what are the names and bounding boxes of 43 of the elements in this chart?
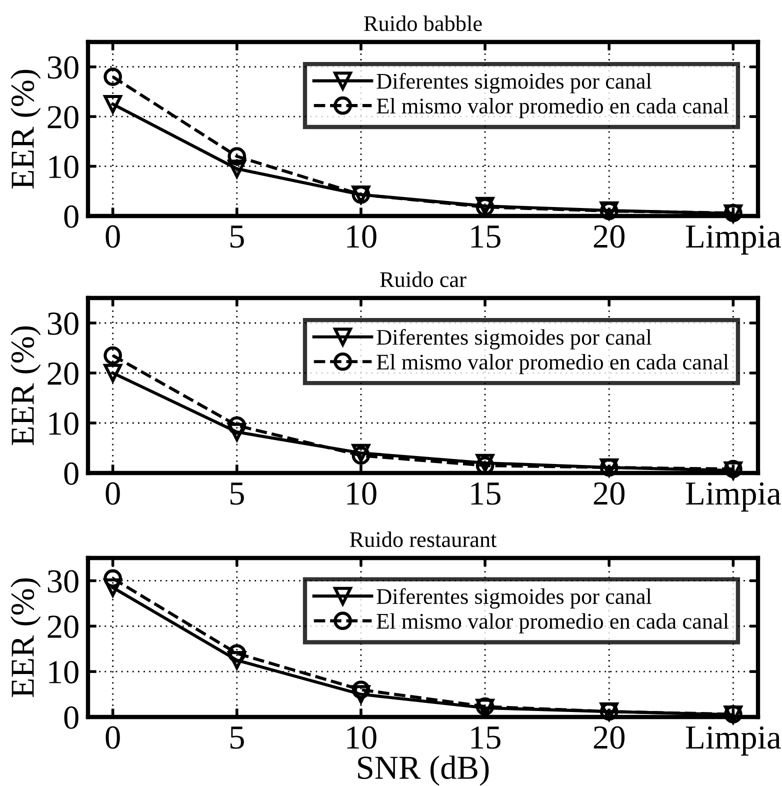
x-tick-label: 0 xyxy=(106,726,120,749)
x-tick-label: Limpia xyxy=(686,482,781,512)
chart-title: Ruido restaurant xyxy=(350,531,497,548)
legend-label: Diferentes sigmoides por canal xyxy=(376,72,652,94)
y-tick-label: 10 xyxy=(49,156,78,178)
y-tick-label: 0 xyxy=(64,205,78,228)
y-tick-label: 20 xyxy=(48,616,78,638)
x-tick-label: 0 xyxy=(106,482,120,505)
legend-label: Diferentes sigmoides por canal xyxy=(376,588,652,609)
x-tick-label: 5 xyxy=(230,482,244,505)
x-tick-label: 10 xyxy=(347,225,376,248)
x-tick-label: Limpia xyxy=(686,225,781,255)
y-tick-label: 10 xyxy=(49,412,78,435)
x-tick-label: 10 xyxy=(347,726,376,749)
x-tick-label: 15 xyxy=(471,225,500,248)
chart-title: Ruido babble xyxy=(364,15,482,32)
x-axis-title: SNR (dB) xyxy=(358,756,489,786)
y-tick-label: 10 xyxy=(49,660,78,684)
chart-title: Ruido car xyxy=(380,271,466,288)
x-tick-label: 20 xyxy=(594,225,625,248)
y-tick-label: 0 xyxy=(64,706,78,729)
x-tick-label: 15 xyxy=(471,482,500,505)
y-tick-label: 0 xyxy=(64,462,78,485)
y-tick-label: 30 xyxy=(48,312,78,335)
x-tick-label: 20 xyxy=(594,482,625,505)
y-axis-title: EER (%) xyxy=(10,578,41,698)
x-tick-label: 5 xyxy=(230,726,244,749)
y-axis-title: EER (%) xyxy=(10,70,41,189)
y-tick-label: 30 xyxy=(48,56,78,79)
x-tick-label: 15 xyxy=(471,726,500,749)
x-tick-label: Limpia xyxy=(686,726,781,756)
y-tick-label: 20 xyxy=(48,362,78,385)
x-tick-label: 0 xyxy=(106,225,120,248)
x-tick-label: 5 xyxy=(230,226,244,248)
legend-label: El mismo valor promedio en cada canal xyxy=(376,98,729,118)
legend-label: El mismo valor promedio en cada canal xyxy=(376,354,729,374)
y-tick-label: 30 xyxy=(48,570,78,593)
legend-label: Diferentes sigmoides por canal xyxy=(376,328,652,350)
y-tick-label: 20 xyxy=(48,106,78,128)
y-axis-title: EER (%) xyxy=(10,326,41,446)
x-tick-label: 10 xyxy=(347,482,376,505)
x-tick-label: 20 xyxy=(594,726,625,749)
legend-label: El mismo valor promedio en cada canal xyxy=(376,613,729,634)
